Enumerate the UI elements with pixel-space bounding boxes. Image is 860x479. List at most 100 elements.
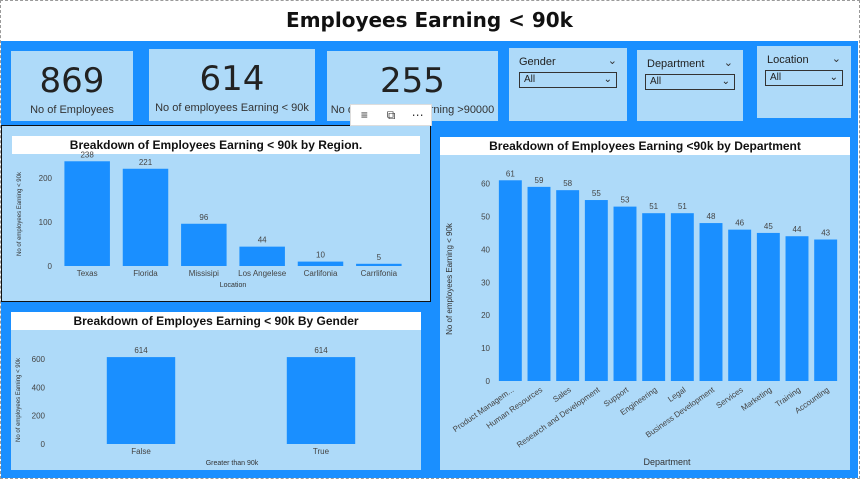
data-label: 51 (678, 202, 687, 211)
data-label: 5 (377, 253, 382, 262)
y-axis-title: No of employees Earning < 90k (16, 357, 22, 442)
bar (286, 357, 356, 444)
bar (728, 229, 752, 381)
focus-mode-icon[interactable]: ⧉ (386, 107, 396, 122)
y-tick-label: 20 (481, 311, 490, 320)
kpi-card-employees-under-90k[interactable]: 614 No of employees Earning < 90k (149, 49, 315, 121)
data-label: 59 (535, 176, 544, 185)
slicer-title: Location (767, 54, 809, 66)
chart-title: Breakdown of Employes Earning < 90k By G… (11, 312, 421, 330)
chart-title: Breakdown of Employees Earning <90k by D… (440, 137, 850, 155)
data-label: 61 (506, 169, 515, 178)
bar (670, 213, 694, 381)
y-tick-label: 10 (481, 344, 490, 353)
slicer-dropdown[interactable]: All ⌄ (765, 70, 843, 86)
y-tick-label: 100 (39, 218, 53, 227)
chart-card-department[interactable]: Breakdown of Employees Earning <90k by D… (440, 137, 850, 470)
slicer-dropdown[interactable]: All ⌄ (645, 74, 735, 90)
data-label: 43 (821, 229, 830, 238)
data-label: 238 (80, 150, 94, 159)
x-tick-label: Texas (77, 269, 98, 278)
chevron-down-icon: ⌄ (829, 72, 838, 83)
report-title: Employees Earning < 90k (286, 8, 573, 32)
chevron-down-icon: ⌄ (603, 74, 612, 85)
x-axis-title: Greater than 90k (206, 460, 259, 467)
data-label: 51 (649, 202, 658, 211)
y-tick-label: 0 (41, 440, 46, 449)
y-tick-label: 50 (481, 212, 490, 221)
chevron-down-icon: ⌄ (721, 76, 730, 87)
bar (785, 236, 809, 381)
bar (699, 223, 723, 381)
bar (642, 213, 666, 381)
bar (64, 161, 110, 266)
kpi-label: No of employees Earning < 90k (155, 102, 309, 114)
chevron-down-icon[interactable]: ⌄ (723, 57, 733, 69)
y-axis-title: No of employees Earning < 90k (17, 171, 23, 256)
more-options-icon[interactable]: ⋯ (411, 108, 424, 122)
bar (756, 232, 780, 381)
x-axis-title: Location (220, 282, 247, 289)
bar (356, 263, 402, 266)
kpi-value: 869 (39, 61, 105, 101)
y-tick-label: 400 (32, 383, 46, 392)
chevron-down-icon[interactable]: ⌄ (831, 53, 841, 65)
chart-card-gender[interactable]: Breakdown of Employes Earning < 90k By G… (11, 312, 421, 470)
x-tick-label: Sales (551, 385, 573, 404)
region-bar-chart: 0 100 200 238 Texas 221 Florida 96 Missisipi 44 Lo… (17, 150, 402, 289)
kpi-label: No of Employees (30, 104, 114, 116)
filter-icon[interactable]: ≡ (360, 108, 368, 122)
data-label: 45 (764, 222, 773, 231)
bar (814, 239, 838, 381)
x-tick-label: Missisipi (189, 269, 219, 278)
x-tick-label: Marketing (740, 385, 774, 413)
chart-card-region[interactable]: Breakdown of Employees Earning < 90k by … (1, 125, 431, 302)
bar (584, 200, 608, 381)
bar (106, 357, 176, 444)
slicer-selected-value: All (650, 76, 662, 87)
y-tick-label: 0 (48, 262, 53, 271)
data-label: 221 (139, 158, 153, 167)
data-label: 55 (592, 189, 601, 198)
data-label: 53 (621, 196, 630, 205)
slicer-title: Department (647, 58, 705, 70)
data-label: 46 (735, 219, 744, 228)
slicer-dropdown[interactable]: All ⌄ (519, 72, 617, 88)
data-label: 614 (314, 346, 328, 355)
data-label: 58 (563, 179, 572, 188)
kpi-value: 614 (199, 59, 265, 99)
data-label: 44 (258, 236, 267, 245)
data-label: 48 (707, 212, 716, 221)
x-tick-label: True (313, 447, 330, 456)
kpi-value: 255 (380, 61, 445, 101)
data-label: 96 (199, 213, 208, 222)
x-axis-title: Department (643, 457, 691, 467)
bar (527, 186, 551, 381)
y-tick-label: 600 (32, 355, 46, 364)
y-tick-label: 60 (481, 180, 490, 189)
data-label: 614 (134, 346, 148, 355)
chart-title: Breakdown of Employees Earning < 90k by … (12, 136, 420, 154)
bar (239, 246, 285, 266)
slicer-selected-value: All (770, 72, 782, 83)
y-tick-label: 30 (481, 278, 490, 287)
kpi-card-total-employees[interactable]: 869 No of Employees (11, 51, 133, 121)
y-tick-label: 40 (481, 245, 490, 254)
bar (181, 223, 227, 266)
slicer-location[interactable]: Location ⌄ All ⌄ (757, 46, 851, 118)
bar (297, 261, 344, 266)
slicer-department[interactable]: Department ⌄ All ⌄ (637, 50, 743, 121)
bar (122, 168, 169, 266)
x-tick-label: Los Angelese (238, 269, 287, 278)
data-label: 44 (793, 225, 802, 234)
x-tick-label: Legal (666, 385, 687, 404)
slicer-selected-value: All (524, 74, 536, 85)
y-axis-title: No of employees Earning < 90k (445, 222, 454, 335)
chevron-down-icon[interactable]: ⌄ (607, 55, 617, 67)
gender-bar-chart: 0 200 400 600 614 False 614 True Greater than 90… (16, 346, 356, 467)
report-title-bar: Employees Earning < 90k (1, 1, 858, 41)
slicer-gender[interactable]: Gender ⌄ All ⌄ (509, 48, 627, 121)
visual-header-toolbar: ≡ ⧉ ⋯ (350, 104, 432, 126)
x-tick-label: Florida (133, 269, 158, 278)
